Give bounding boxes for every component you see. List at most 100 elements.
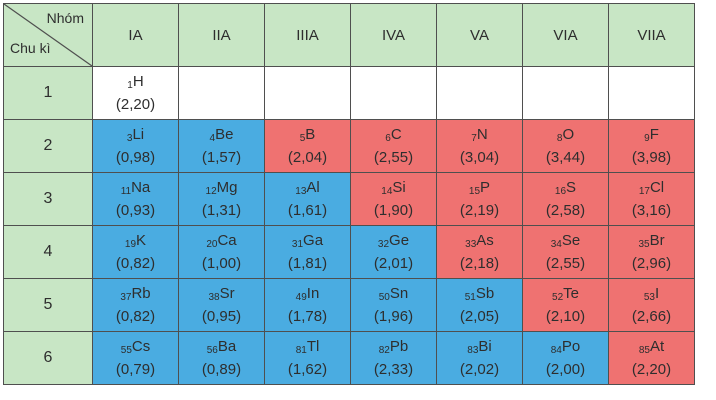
element-symbol: Br: [649, 232, 665, 249]
atomic-number: 31: [291, 239, 304, 250]
electronegativity-value: (0,79): [115, 361, 156, 378]
element-symbol: Sr: [219, 285, 235, 302]
element-cell: 12Mg (1,31): [178, 172, 265, 226]
electronegativity-value: (0,98): [115, 149, 156, 166]
period-row: 1 1H (2,20): [3, 66, 695, 120]
element-symbol-line: 5B: [265, 125, 350, 148]
element-cell: 49In (1,78): [264, 278, 351, 332]
atomic-number: 56: [206, 345, 218, 356]
element-cell: 81Tl (1,62): [264, 331, 351, 385]
element-symbol: In: [306, 285, 320, 302]
empty-cell: [436, 66, 523, 120]
element-cell: 32Ge (2,01): [350, 225, 437, 279]
electronegativity-value: (2,10): [545, 308, 586, 325]
atomic-number: 14: [381, 186, 393, 197]
atomic-number: 8: [556, 133, 563, 144]
header-row: Nhóm Chu kì IA IIA IIIA IVA VA VIA VIIA: [3, 3, 695, 67]
period-row: 3 11Na (0,93) 12Mg (1,31) 13Al (1,61) 14Si (1,90…: [3, 172, 695, 226]
element-cell: 55Cs (0,79): [92, 331, 179, 385]
atomic-number: 55: [120, 345, 132, 356]
element-cell: 20Ca (1,00): [178, 225, 265, 279]
element-symbol: S: [566, 179, 577, 196]
atomic-number: 35: [638, 239, 650, 250]
element-cell: 11Na (0,93): [92, 172, 179, 226]
element-symbol-line: 11Na: [93, 178, 178, 201]
electronegativity-value: (1,78): [287, 308, 328, 325]
element-symbol: O: [562, 126, 575, 143]
element-cell: 51Sb (2,05): [436, 278, 523, 332]
electronegativity-value: (3,98): [631, 149, 672, 166]
element-symbol: Rb: [131, 285, 151, 302]
atomic-number: 4: [209, 133, 216, 144]
element-cell: 33As (2,18): [436, 225, 523, 279]
group-header: VIA: [522, 3, 609, 67]
empty-cell: [350, 66, 437, 120]
element-cell: 19K (0,82): [92, 225, 179, 279]
electronegativity-value: (2,19): [459, 202, 500, 219]
atomic-number: 12: [205, 186, 217, 197]
element-symbol: Ca: [217, 232, 237, 249]
element-symbol-line: 31Ga: [265, 231, 350, 254]
element-symbol-line: 7N: [437, 125, 522, 148]
period-label: 2: [3, 119, 93, 173]
electronegativity-value: (0,82): [115, 308, 156, 325]
electronegativity-value: (0,82): [115, 255, 156, 272]
element-symbol-line: 20Ca: [179, 231, 264, 254]
element-symbol: I: [654, 285, 660, 302]
atomic-number: 32: [377, 239, 390, 250]
electronegativity-table: Nhóm Chu kì IA IIA IIIA IVA VA VIA VIIA …: [3, 3, 695, 385]
element-symbol-line: 6C: [351, 125, 436, 148]
electronegativity-value: (2,58): [545, 202, 586, 219]
electronegativity-value: (1,81): [287, 255, 328, 272]
empty-cell: [264, 66, 351, 120]
element-symbol: N: [476, 126, 488, 143]
element-cell: 13Al (1,61): [264, 172, 351, 226]
electronegativity-value: (0,93): [115, 202, 156, 219]
group-header: IIA: [178, 3, 265, 67]
electronegativity-value: (1,61): [287, 202, 328, 219]
element-cell: 14Si (1,90): [350, 172, 437, 226]
empty-cell: [178, 66, 265, 120]
electronegativity-value: (1,90): [373, 202, 414, 219]
element-cell: 52Te (2,10): [522, 278, 609, 332]
group-header: IVA: [350, 3, 437, 67]
electronegativity-value: (2,05): [459, 308, 500, 325]
electronegativity-value: (1,00): [201, 255, 242, 272]
electronegativity-value: (2,02): [459, 361, 500, 378]
electronegativity-value: (2,20): [631, 361, 672, 378]
element-symbol-line: 52Te: [523, 284, 608, 307]
element-symbol: C: [390, 126, 402, 143]
element-cell: 37Rb (0,82): [92, 278, 179, 332]
element-symbol: Ga: [303, 232, 324, 249]
electronegativity-value: (2,01): [373, 255, 414, 272]
element-cell: 50Sn (1,96): [350, 278, 437, 332]
atomic-number: 37: [120, 292, 132, 303]
element-symbol-line: 51Sb: [437, 284, 522, 307]
element-symbol-line: 1H: [93, 72, 178, 95]
electronegativity-value: (0,89): [201, 361, 242, 378]
atomic-number: 34: [550, 239, 562, 250]
period-label: 3: [3, 172, 93, 226]
element-symbol-line: 32Ge: [351, 231, 436, 254]
element-symbol: Se: [561, 232, 581, 249]
element-symbol-line: 3Li: [93, 125, 178, 148]
atomic-number: 6: [385, 133, 391, 144]
element-symbol: Po: [561, 338, 581, 355]
element-cell: 85At (2,20): [608, 331, 695, 385]
element-symbol-line: 50Sn: [351, 284, 436, 307]
element-symbol: Be: [215, 126, 234, 143]
element-symbol: Ba: [217, 338, 237, 355]
atomic-number: 3: [126, 133, 133, 144]
element-symbol: Te: [563, 285, 579, 302]
element-symbol-line: 56Ba: [179, 337, 264, 360]
element-symbol: F: [649, 126, 659, 143]
electronegativity-value: (1,31): [201, 202, 242, 219]
group-axis-label: Nhóm: [46, 10, 84, 26]
electronegativity-value: (1,62): [287, 361, 328, 378]
electronegativity-value: (0,95): [201, 308, 242, 325]
electronegativity-value: (1,96): [373, 308, 414, 325]
atomic-number: 19: [124, 239, 137, 250]
empty-cell: [522, 66, 609, 120]
element-symbol: Cs: [131, 338, 151, 355]
electronegativity-value: (3,44): [545, 149, 586, 166]
